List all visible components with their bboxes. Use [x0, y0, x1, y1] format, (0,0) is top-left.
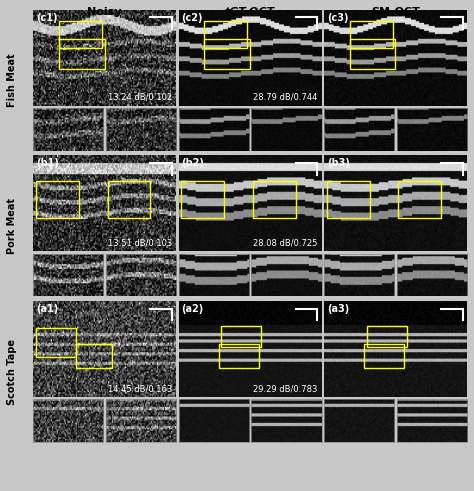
Text: (a1): (a1)	[36, 304, 58, 314]
Bar	[182, 181, 224, 218]
Text: (a3): (a3)	[327, 304, 349, 314]
Text: (b1): (b1)	[36, 159, 59, 168]
Text: (c3): (c3)	[327, 13, 348, 23]
Bar	[350, 38, 395, 69]
Text: 29.29 dB/0.783: 29.29 dB/0.783	[253, 384, 317, 393]
Text: Fish Meat: Fish Meat	[7, 54, 17, 107]
Bar	[204, 21, 247, 48]
Bar	[327, 181, 370, 218]
Bar	[59, 21, 102, 48]
Text: 28.08 dB/0.725: 28.08 dB/0.725	[253, 238, 317, 247]
Bar	[367, 326, 407, 347]
Text: 13.24 dB/0.102: 13.24 dB/0.102	[108, 93, 172, 102]
Text: tGT-OCT: tGT-OCT	[225, 7, 275, 17]
Text: Scotch Tape: Scotch Tape	[7, 338, 17, 405]
Text: 14.45 dB/0.163: 14.45 dB/0.163	[108, 384, 172, 393]
Text: (b2): (b2)	[182, 159, 204, 168]
Text: SM-OCT: SM-OCT	[371, 7, 420, 17]
Bar	[350, 21, 392, 48]
Bar	[59, 38, 105, 69]
Text: 28.79 dB/0.744: 28.79 dB/0.744	[253, 93, 317, 102]
Bar	[219, 344, 259, 368]
Bar	[364, 344, 404, 368]
Bar	[76, 344, 112, 368]
Text: (c1): (c1)	[36, 13, 57, 23]
Bar	[36, 328, 76, 356]
Text: 13.51 dB/0.103: 13.51 dB/0.103	[108, 238, 172, 247]
Text: (c2): (c2)	[182, 13, 203, 23]
Text: (b3): (b3)	[327, 159, 350, 168]
Text: Noisy: Noisy	[87, 7, 122, 17]
Bar	[36, 181, 79, 218]
Text: Pork Meat: Pork Meat	[7, 198, 17, 254]
Bar	[398, 181, 441, 218]
Bar	[204, 38, 250, 69]
Bar	[253, 181, 296, 218]
Bar	[108, 181, 150, 218]
Text: (a2): (a2)	[182, 304, 204, 314]
Bar	[221, 326, 262, 347]
